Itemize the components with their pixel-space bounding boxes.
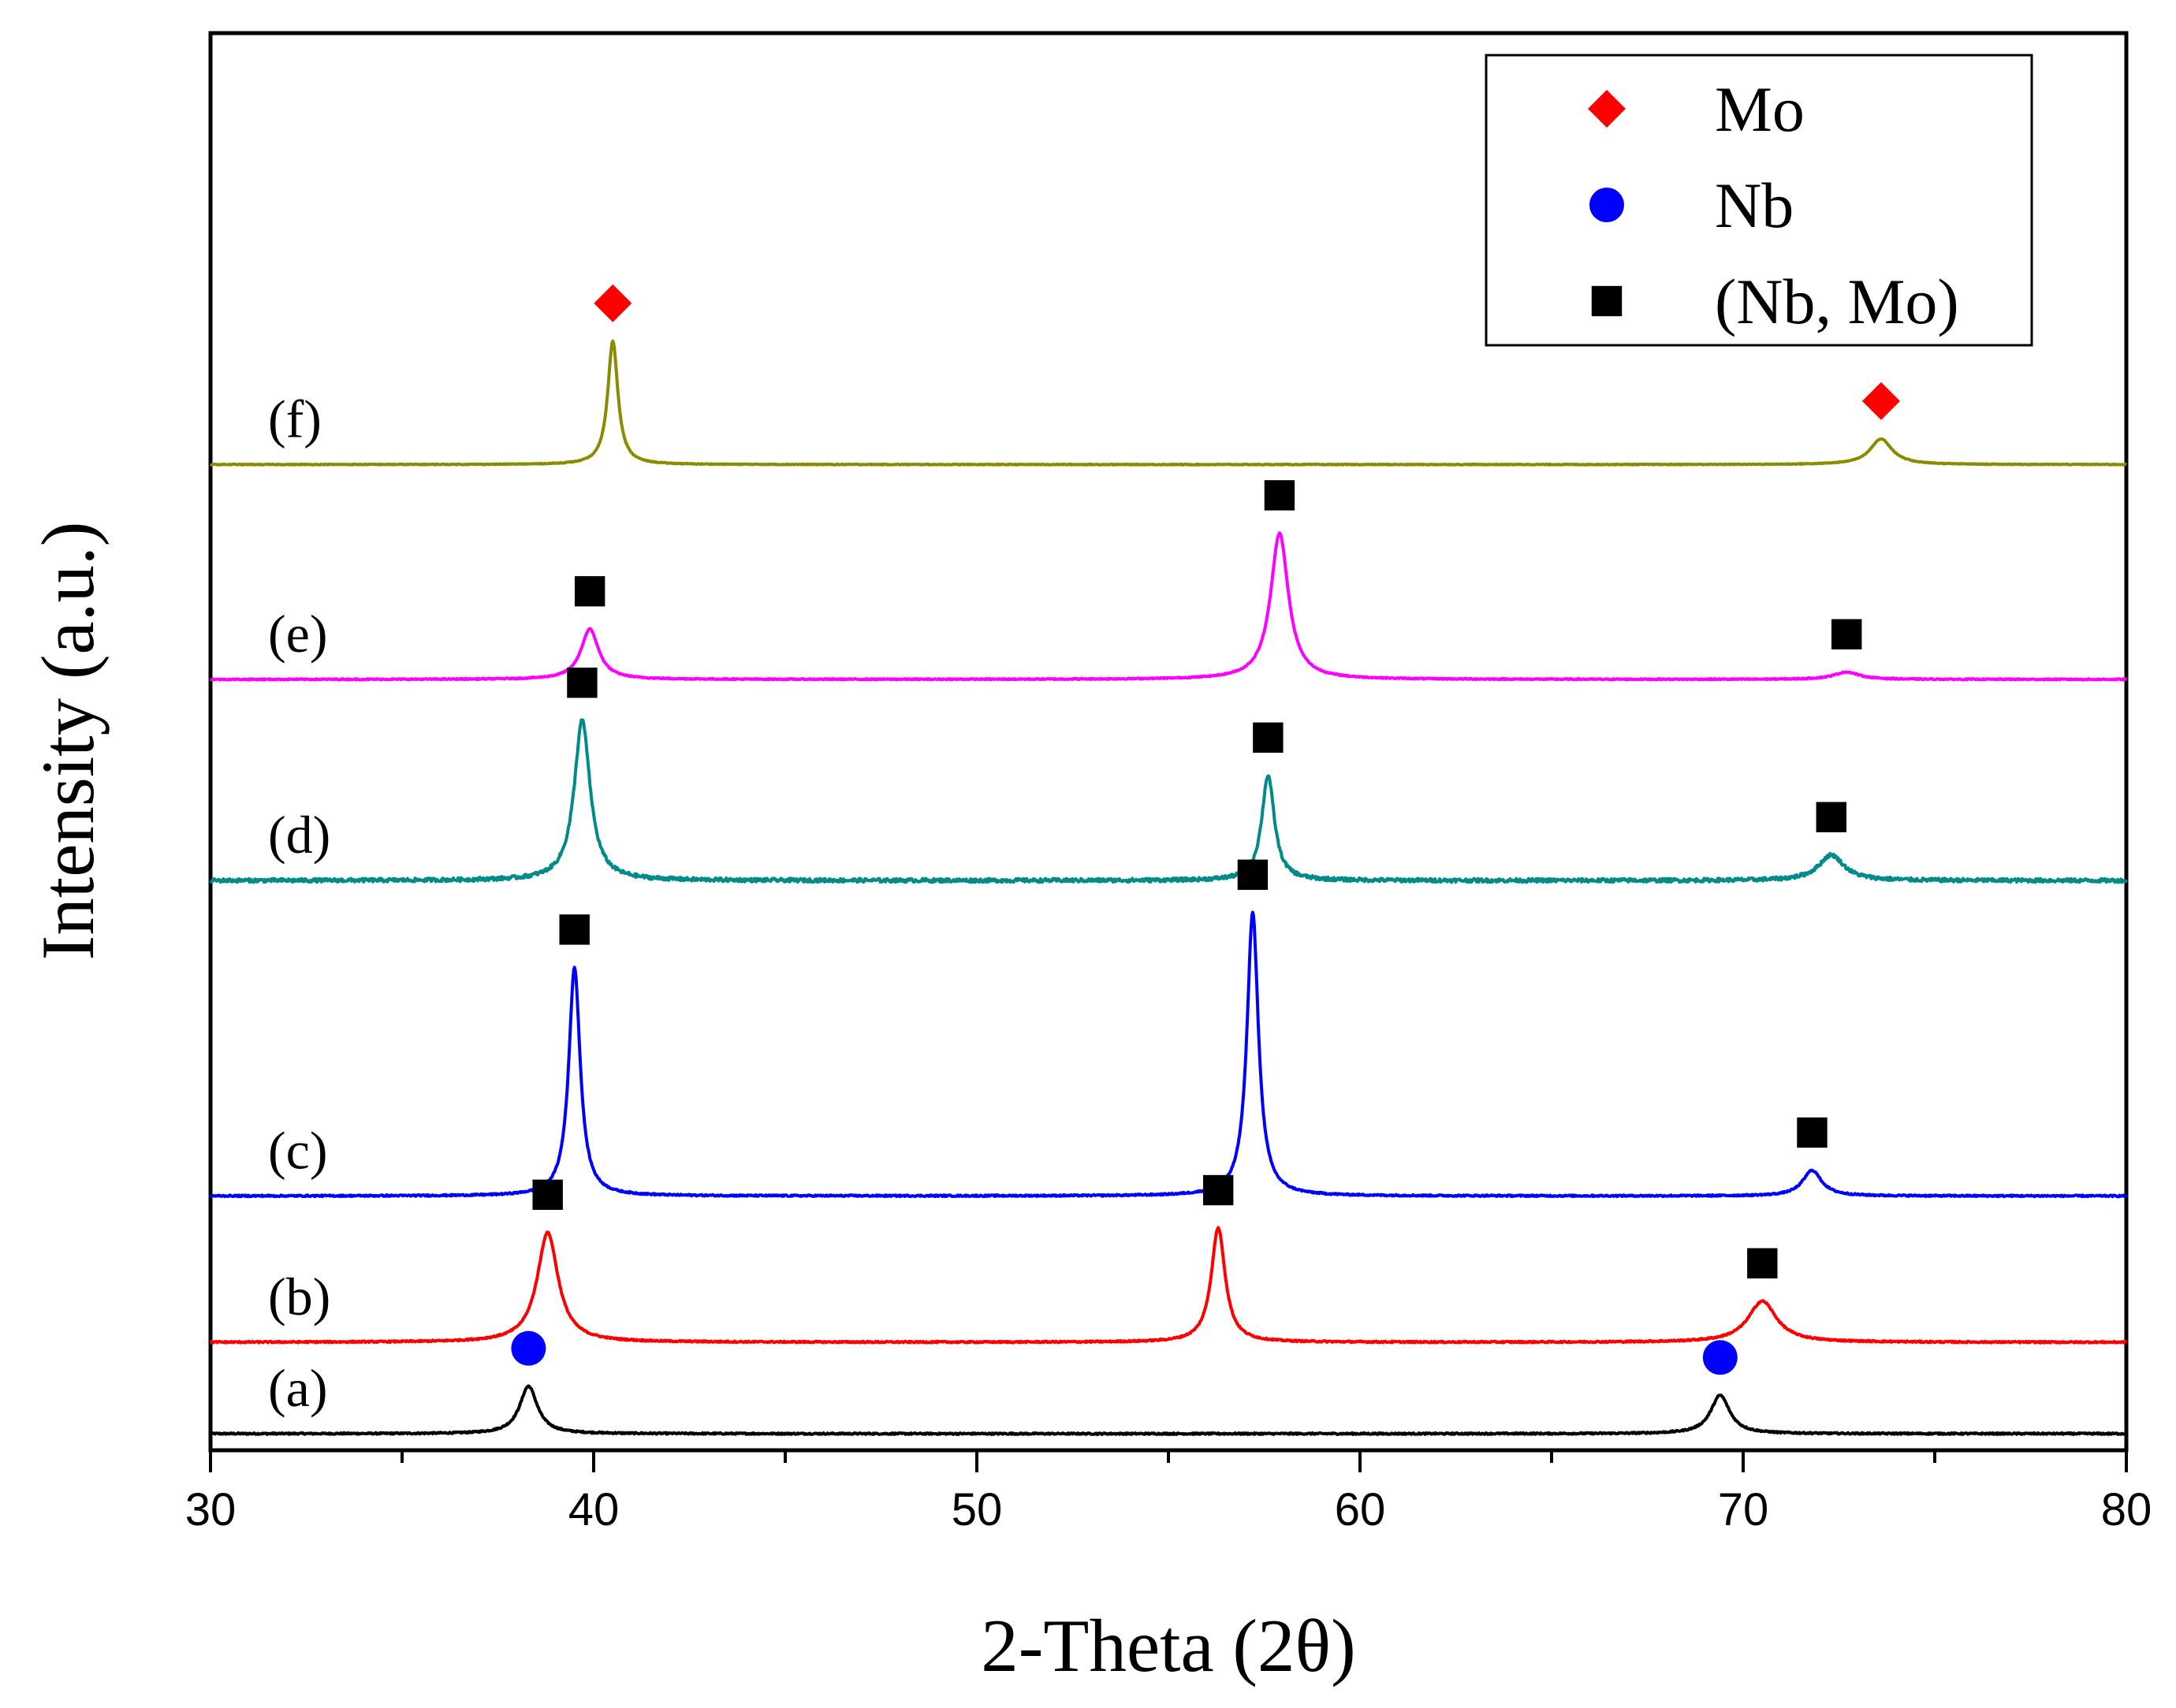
legend-label-2: (Nb, Mo) (1715, 266, 1959, 337)
legend-label-0: Mo (1715, 73, 1805, 145)
legend-marker-0 (1588, 90, 1626, 128)
series-label-4: (e) (268, 604, 327, 664)
peak-marker-2-2 (1797, 1117, 1828, 1148)
x-tick-label-5: 80 (2101, 1484, 2152, 1535)
legend-label-1: Nb (1715, 169, 1794, 241)
y-axis-label: Intensity (a.u.) (26, 522, 110, 961)
peak-marker-1-1 (1202, 1174, 1234, 1206)
series-label-0: (a) (268, 1358, 327, 1418)
peak-marker-4-0 (574, 576, 605, 607)
peak-marker-layer (511, 284, 1900, 1375)
series-layer (209, 339, 2128, 1436)
legend-marker-2 (1591, 285, 1623, 317)
x-tick-label-0: 30 (185, 1484, 237, 1535)
peak-marker-0-1 (1702, 1340, 1738, 1375)
x-tick-label-2: 50 (952, 1484, 1003, 1535)
peak-marker-4-2 (1831, 619, 1862, 649)
series-label-3: (d) (268, 805, 330, 865)
series-line-2 (209, 910, 2128, 1199)
legend-box (1485, 54, 2033, 347)
peak-marker-2-1 (1237, 859, 1269, 890)
series-line-4 (209, 531, 2128, 682)
series-line-0 (209, 1384, 2127, 1436)
peak-marker-1-2 (1747, 1248, 1778, 1278)
peak-marker-3-2 (1816, 802, 1846, 832)
peak-marker-1-0 (532, 1179, 563, 1210)
series-line-3 (209, 718, 2128, 884)
peak-marker-5-1 (1861, 381, 1900, 420)
peak-marker-4-1 (1264, 480, 1295, 511)
x-tick-label-3: 60 (1335, 1484, 1386, 1535)
peak-marker-3-0 (567, 668, 598, 698)
peak-marker-0-0 (511, 1330, 546, 1366)
peak-marker-5-0 (594, 284, 632, 322)
series-line-5 (209, 339, 2127, 467)
x-axis-label: 2-Theta (2θ) (981, 1604, 1355, 1688)
x-axis: 30 40 50 60 70 80 (185, 1450, 2152, 1535)
series-label-5: (f) (268, 389, 322, 448)
series-label-2: (c) (268, 1120, 327, 1180)
legend: Mo Nb (Nb, Mo) (1485, 54, 2033, 347)
legend-marker-1 (1589, 188, 1624, 222)
x-tick-label-1: 40 (568, 1484, 620, 1535)
series-label-layer: (a) (b) (c) (d) (e) (f) (268, 389, 330, 1418)
x-tick-label-4: 70 (1718, 1484, 1769, 1535)
peak-marker-2-0 (559, 914, 590, 945)
series-line-1 (210, 1226, 2128, 1345)
peak-marker-3-1 (1253, 722, 1284, 753)
series-label-1: (b) (268, 1267, 330, 1327)
